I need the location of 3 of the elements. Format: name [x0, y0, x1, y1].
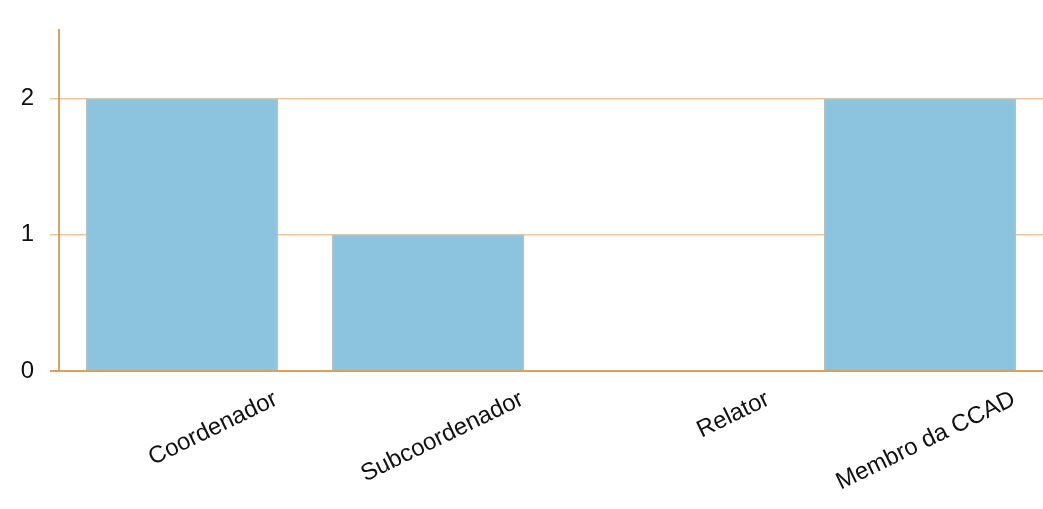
y-tick-label: 0 — [20, 355, 34, 383]
y-tick-label: 2 — [20, 83, 34, 111]
y-tick-label: 1 — [20, 219, 34, 247]
